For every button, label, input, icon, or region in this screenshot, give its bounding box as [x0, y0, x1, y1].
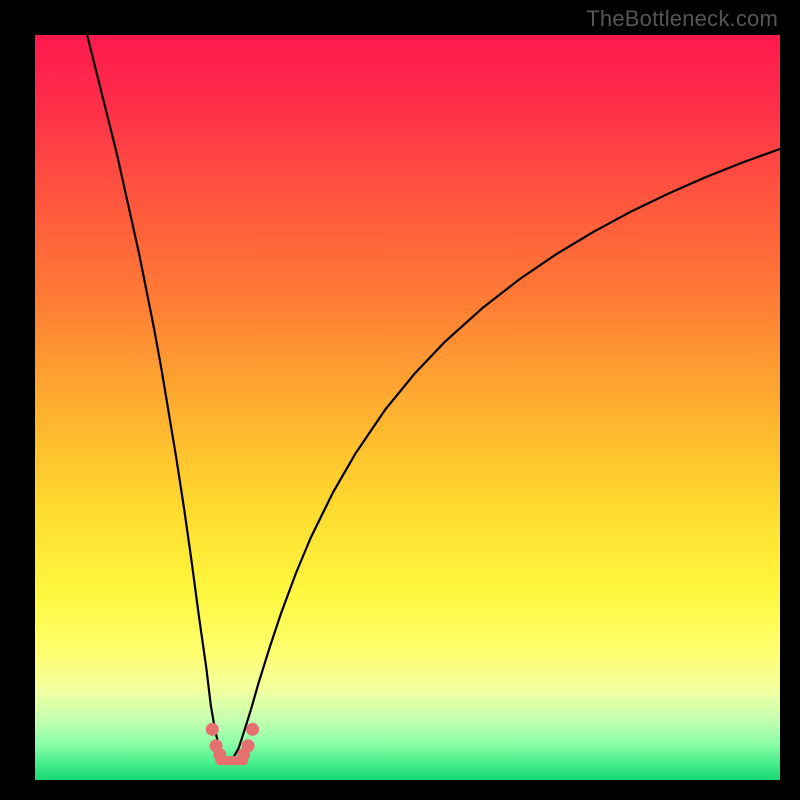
marker-point	[246, 723, 259, 736]
curve-layer	[35, 35, 780, 780]
marker-point	[213, 748, 226, 761]
plot-area	[35, 35, 780, 780]
watermark-text: TheBottleneck.com	[586, 6, 778, 32]
curve-left-branch	[87, 35, 229, 761]
curve-right-branch	[229, 149, 780, 761]
marker-point	[242, 739, 255, 752]
marker-point	[206, 723, 219, 736]
